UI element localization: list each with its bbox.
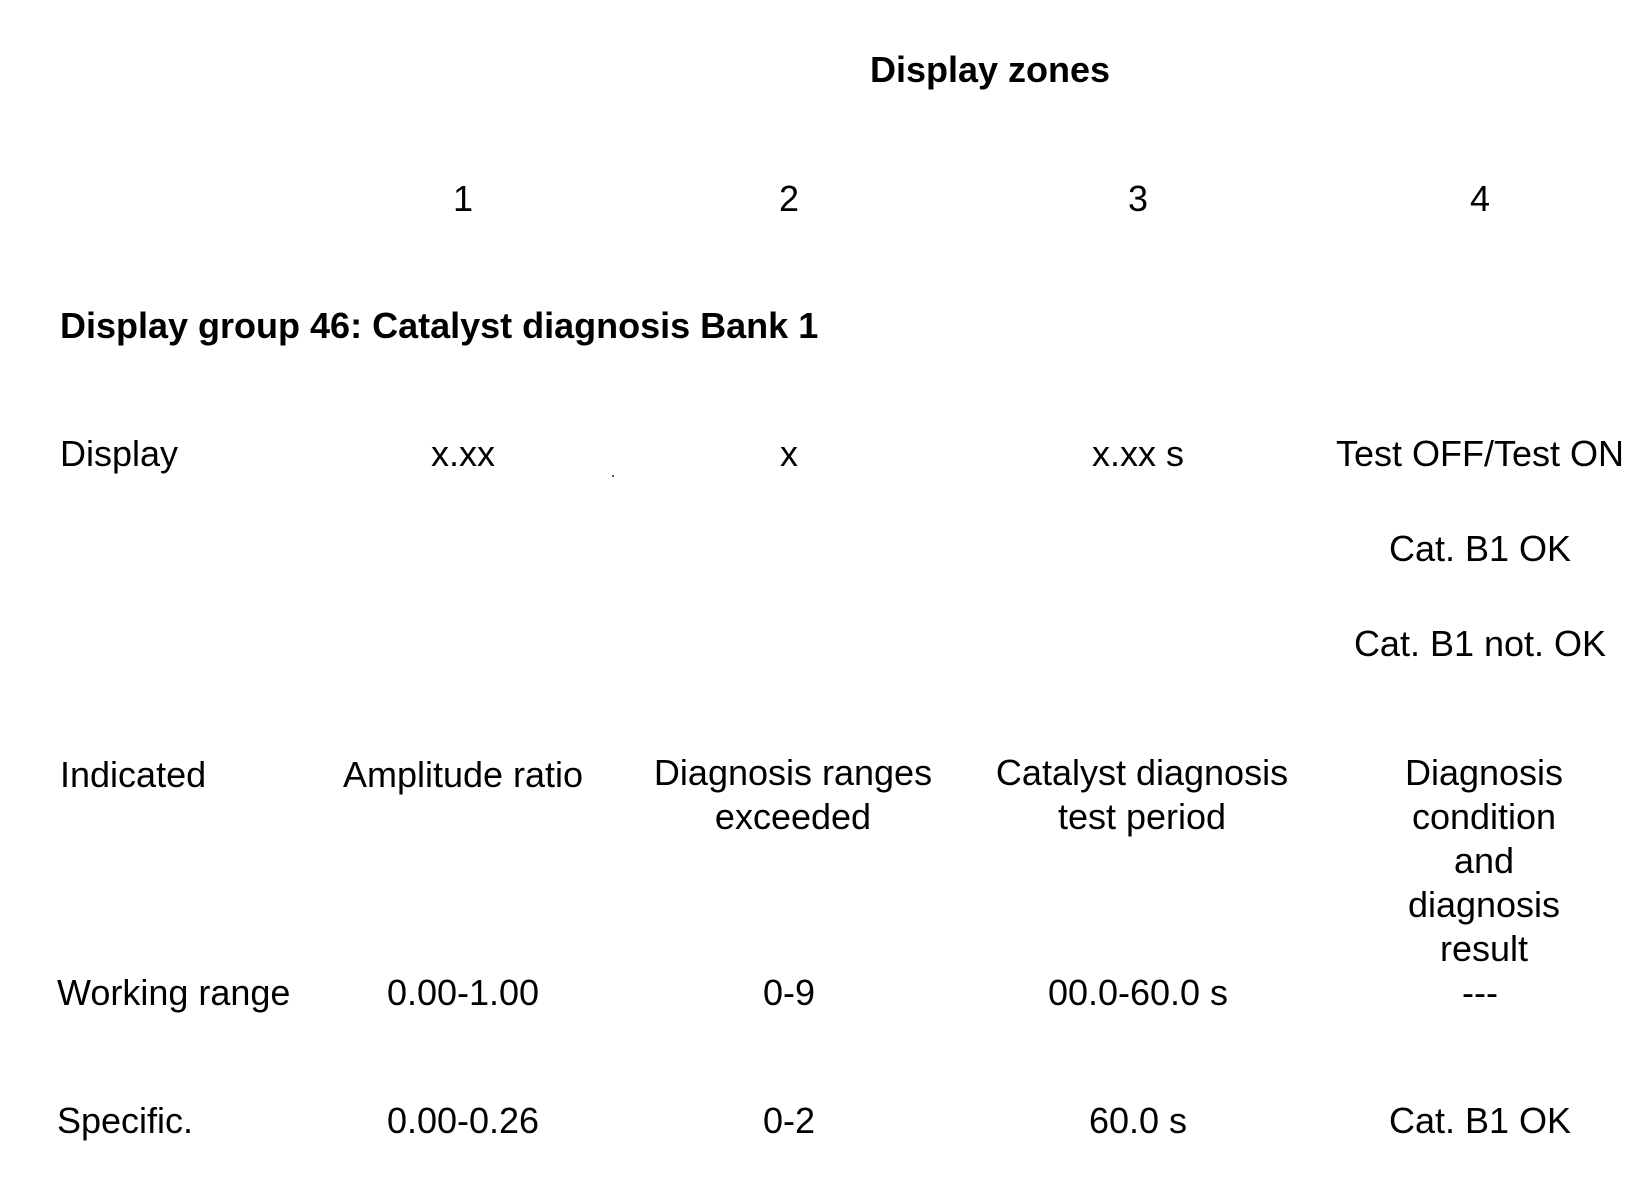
indicated-zone3-line-2: test period <box>1057 796 1227 837</box>
display-zone2-value: x <box>780 433 798 474</box>
zone-number-2: 2 <box>778 178 800 219</box>
indicated-zone4-text: Diagnosis condition and diagnosis result <box>1402 751 1566 971</box>
indicated-zone2-line-2: exceeded <box>714 796 872 837</box>
indicated-zone2-line-1: Diagnosis ranges <box>653 752 933 793</box>
specific-row-label: Specific. <box>57 1100 194 1141</box>
specific-zone1: 0.00-0.26 <box>386 1100 540 1141</box>
display-zone4-value-2: Cat. B1 OK <box>1388 528 1572 569</box>
indicated-zone2-text: Diagnosis ranges exceeded <box>654 751 932 839</box>
zone-number-3: 3 <box>1127 178 1149 219</box>
working-range-zone4: --- <box>1462 972 1498 1013</box>
indicated-zone4-line-1: Diagnosis <box>1404 752 1564 793</box>
zone-number-4: 4 <box>1469 178 1491 219</box>
indicated-zone4-line-3: diagnosis result <box>1407 884 1561 969</box>
display-zone4-value-1: Test OFF/Test ON <box>1335 433 1625 474</box>
specific-zone3: 60.0 s <box>1088 1100 1188 1141</box>
display-zone4-value-3: Cat. B1 not. OK <box>1353 623 1607 664</box>
scan-speck <box>612 475 614 477</box>
display-zones-title: Display zones <box>869 49 1111 90</box>
display-row-label: Display <box>60 433 179 474</box>
zone-number-1: 1 <box>452 178 474 219</box>
indicated-zone1-text: Amplitude ratio <box>342 754 584 795</box>
working-range-row-label: Working range <box>57 972 291 1013</box>
working-range-zone3: 00.0-60.0 s <box>1047 972 1229 1013</box>
indicated-zone3-text: Catalyst diagnosis test period <box>996 751 1288 839</box>
display-group-title: Display group 46: Catalyst diagnosis Ban… <box>60 305 819 346</box>
working-range-zone1: 0.00-1.00 <box>386 972 540 1013</box>
display-zone1-value: x.xx <box>430 433 496 474</box>
working-range-zone2: 0-9 <box>762 972 816 1013</box>
specific-zone4: Cat. B1 OK <box>1388 1100 1572 1141</box>
specific-zone2: 0-2 <box>762 1100 816 1141</box>
indicated-row-label: Indicated <box>60 754 207 795</box>
indicated-zone4-line-2: condition and <box>1411 796 1557 881</box>
indicated-zone3-line-1: Catalyst diagnosis <box>995 752 1289 793</box>
display-zone3-value: x.xx s <box>1091 433 1185 474</box>
